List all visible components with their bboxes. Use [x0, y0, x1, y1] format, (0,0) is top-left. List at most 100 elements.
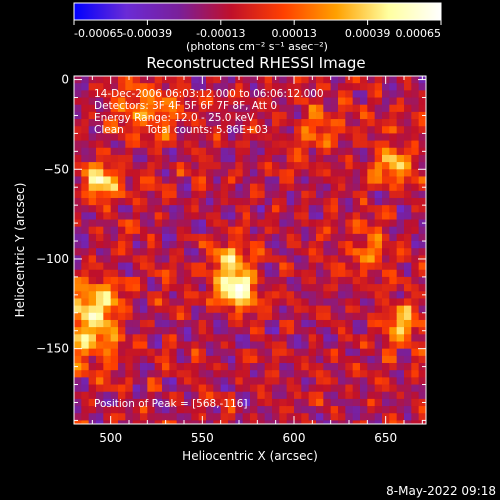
- heatmap-cell: [88, 104, 97, 113]
- heatmap-cell: [323, 226, 332, 235]
- heatmap-cell: [338, 241, 346, 249]
- heatmap-cell: [338, 406, 346, 414]
- heatmap-cell: [352, 348, 361, 357]
- heatmap-cell: [118, 83, 126, 91]
- heatmap-cell: [228, 169, 236, 178]
- heatmap-cell: [176, 391, 185, 400]
- heatmap-cell: [154, 413, 163, 422]
- heatmap-cell: [118, 276, 126, 285]
- heatmap-cell: [367, 384, 376, 393]
- heatmap-cell: [418, 97, 426, 106]
- heatmap-cell: [206, 420, 214, 424]
- heatmap-cell: [323, 341, 332, 350]
- heatmap-cell: [257, 140, 266, 149]
- heatmap-cell: [220, 183, 229, 192]
- heatmap-cell: [162, 334, 170, 343]
- heatmap-cell: [345, 97, 354, 106]
- heatmap-cell: [279, 406, 288, 414]
- heatmap-cell: [264, 183, 273, 192]
- heatmap-cell: [382, 219, 390, 228]
- heatmap-cell: [382, 90, 390, 99]
- heatmap-cell: [228, 284, 236, 292]
- heatmap-cell: [264, 126, 273, 135]
- heatmap-cell: [338, 190, 346, 199]
- heatmap-cell: [169, 111, 178, 120]
- heatmap-cell: [396, 377, 405, 386]
- heatmap-cell: [389, 319, 398, 328]
- heatmap-cell: [367, 154, 376, 163]
- heatmap-cell: [301, 262, 310, 271]
- heatmap-cell: [257, 334, 266, 343]
- heatmap-cell: [198, 305, 207, 314]
- heatmap-cell: [154, 398, 163, 407]
- heatmap-cell: [360, 312, 368, 321]
- heatmap-cell: [213, 413, 222, 422]
- heatmap-cell: [110, 176, 119, 185]
- heatmap-cell: [301, 190, 310, 199]
- heatmap-cell: [118, 241, 126, 249]
- heatmap-cell: [272, 205, 280, 213]
- heatmap-cell: [404, 305, 412, 314]
- heatmap-cell: [242, 305, 251, 314]
- heatmap-cell: [257, 262, 266, 271]
- heatmap-cell: [206, 162, 214, 170]
- heatmap-cell: [96, 355, 104, 364]
- heatmap-cell: [213, 391, 222, 400]
- heatmap-cell: [118, 233, 126, 242]
- heatmap-cell: [286, 126, 295, 135]
- heatmap-cell: [330, 119, 339, 127]
- heatmap-cell: [345, 162, 354, 170]
- heatmap-cell: [264, 241, 273, 249]
- heatmap-cell: [308, 377, 317, 386]
- heatmap-cell: [301, 269, 310, 278]
- heatmap-cell: [323, 76, 332, 84]
- heatmap-cell: [169, 348, 178, 357]
- heatmap-cell: [279, 97, 288, 106]
- heatmap-cell: [257, 420, 266, 424]
- heatmap-cell: [374, 305, 383, 314]
- heatmap-cell: [286, 334, 295, 343]
- heatmap-cell: [88, 363, 97, 371]
- heatmap-cell: [81, 212, 90, 221]
- heatmap-cell: [316, 83, 324, 91]
- heatmap-cell: [154, 384, 163, 393]
- heatmap-cell: [103, 398, 112, 407]
- heatmap-cell: [162, 133, 170, 142]
- heatmap-cell: [352, 197, 361, 206]
- heatmap-cell: [294, 169, 302, 178]
- heatmap-cell: [228, 355, 236, 364]
- heatmap-cell: [184, 398, 192, 407]
- heatmap-cell: [316, 319, 324, 328]
- heatmap-cell: [301, 391, 310, 400]
- heatmap-cell: [352, 219, 361, 228]
- heatmap-cell: [272, 348, 280, 357]
- heatmap-cell: [191, 248, 200, 256]
- heatmap-cell: [132, 133, 141, 142]
- heatmap-cell: [132, 391, 141, 400]
- heatmap-cell: [176, 219, 185, 228]
- heatmap-cell: [323, 391, 332, 400]
- heatmap-cell: [272, 276, 280, 285]
- heatmap-cell: [74, 420, 82, 424]
- heatmap-cell: [118, 327, 126, 335]
- heatmap-cell: [286, 76, 295, 84]
- heatmap-cell: [169, 205, 178, 213]
- heatmap-cell: [250, 205, 258, 213]
- heatmap-cell: [264, 363, 273, 371]
- heatmap-cell: [176, 176, 185, 185]
- heatmap-cell: [301, 176, 310, 185]
- heatmap-cell: [162, 169, 170, 178]
- heatmap-cell: [411, 183, 420, 192]
- heatmap-cell: [103, 104, 112, 113]
- heatmap-cell: [198, 377, 207, 386]
- heatmap-cell: [330, 176, 339, 185]
- heatmap-cell: [125, 226, 134, 235]
- heatmap-cell: [396, 341, 405, 350]
- heatmap-cell: [250, 140, 258, 149]
- heatmap-cell: [110, 341, 119, 350]
- heatmap-cell: [110, 83, 119, 91]
- heatmap-cell: [198, 341, 207, 350]
- heatmap-cell: [382, 327, 390, 335]
- heatmap-cell: [323, 97, 332, 106]
- heatmap-cell: [360, 126, 368, 135]
